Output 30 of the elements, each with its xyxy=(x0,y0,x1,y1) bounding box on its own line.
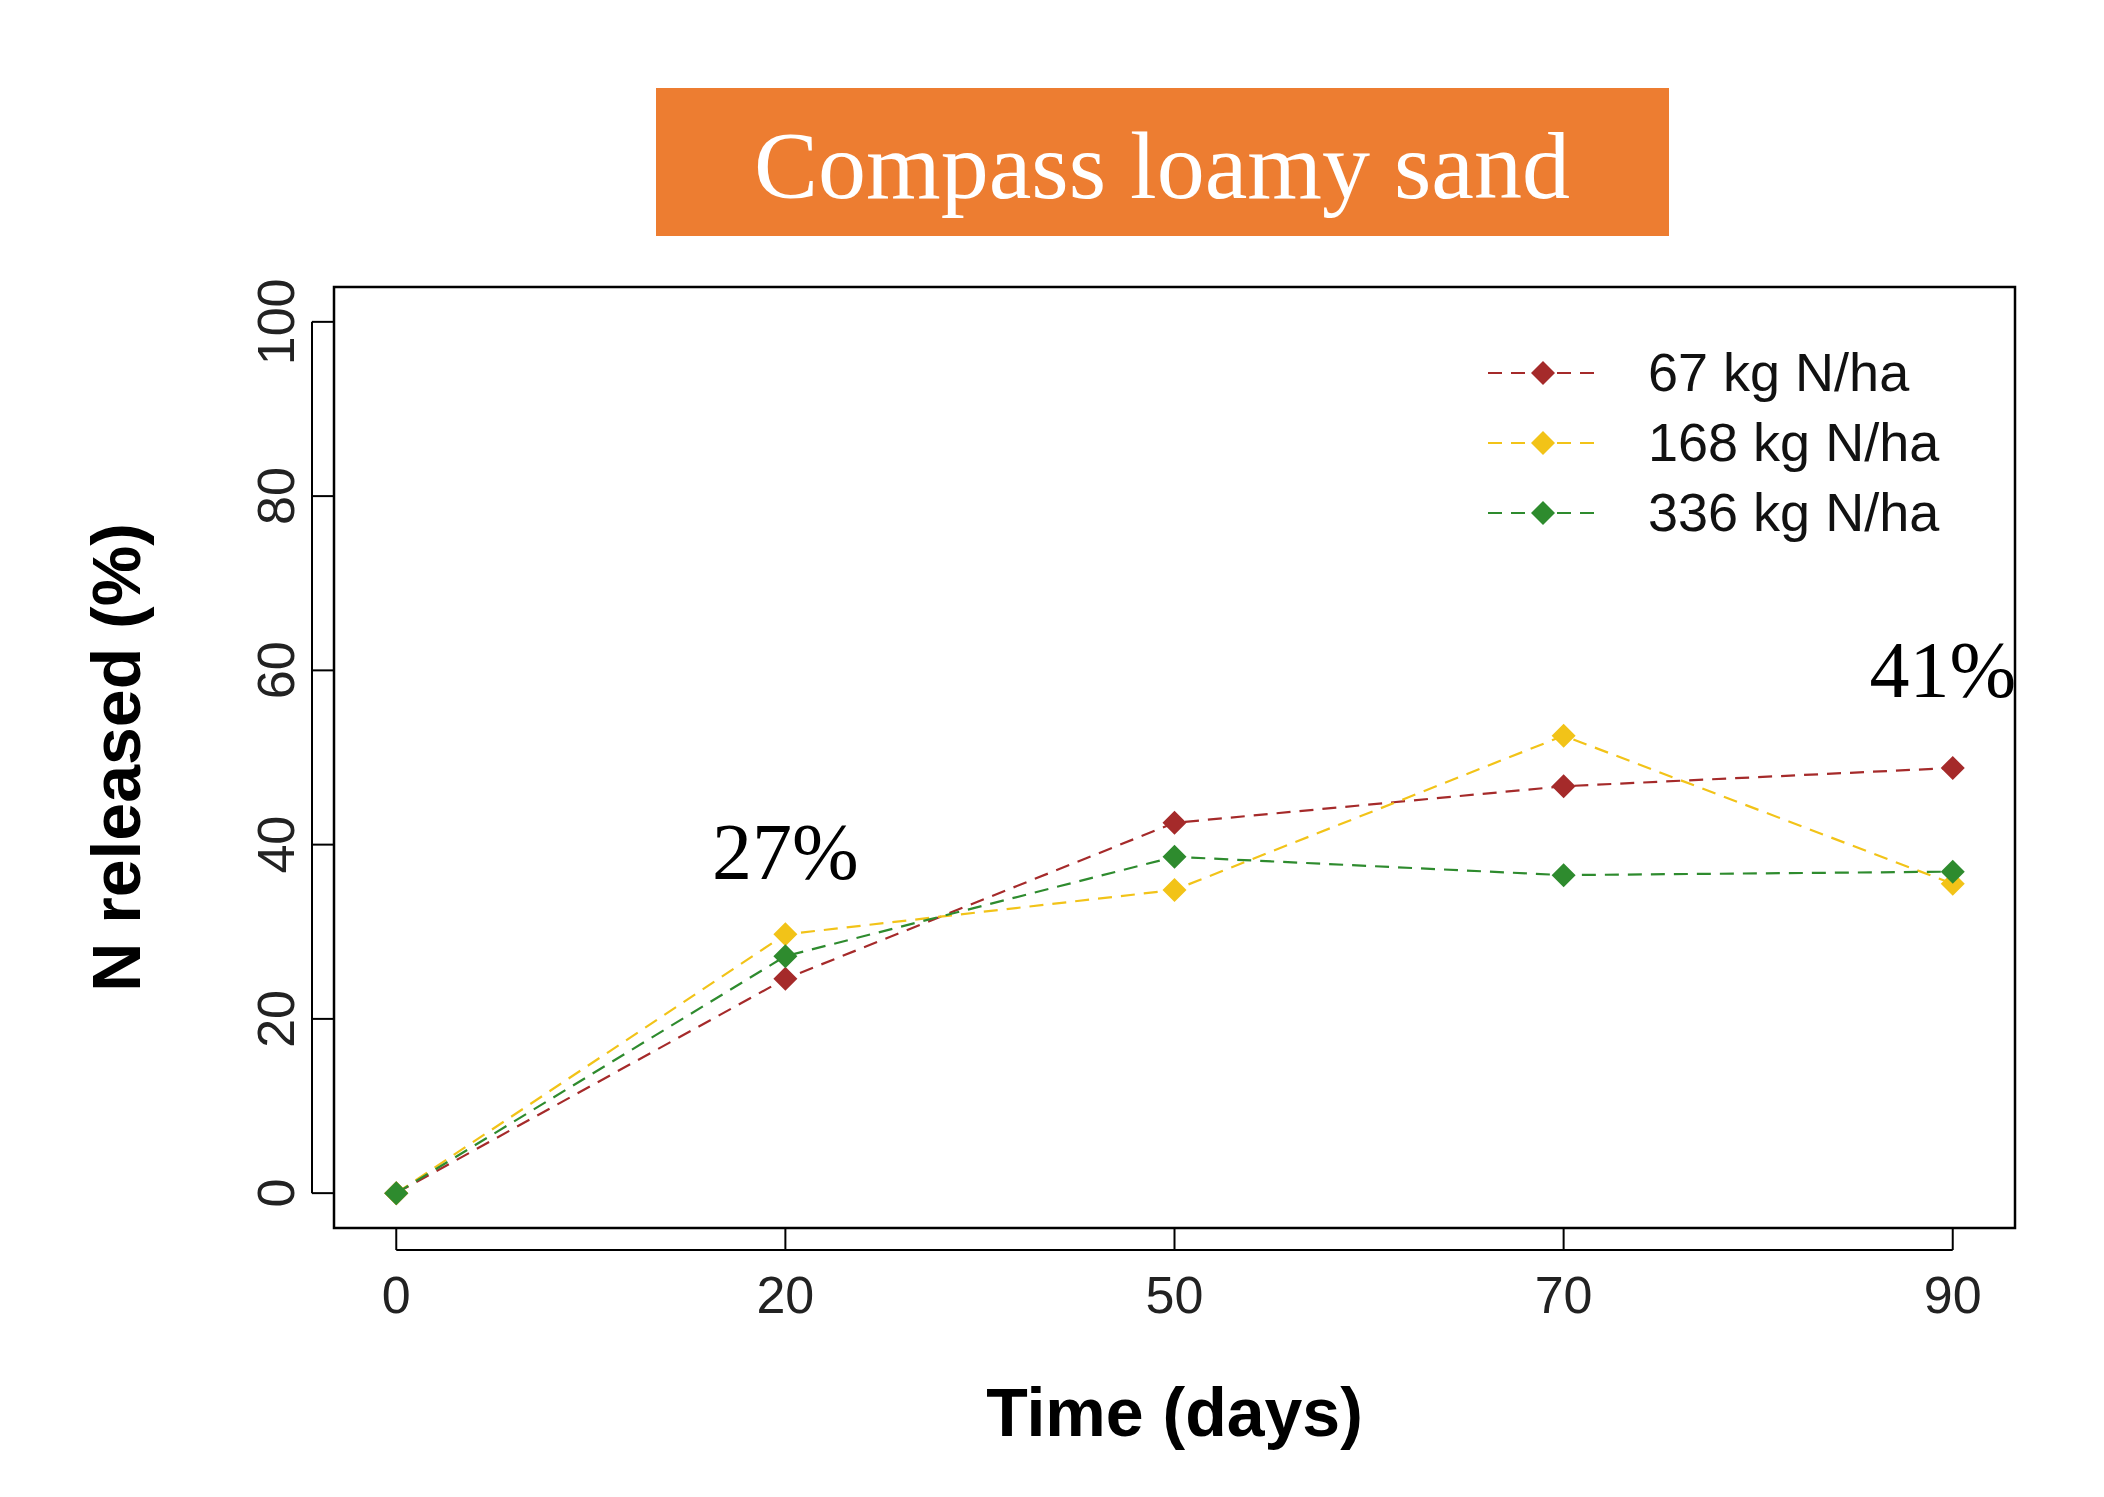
point xyxy=(1551,774,1576,799)
x-tick-label: 50 xyxy=(1145,1266,1204,1324)
y-tick-label: 0 xyxy=(247,1178,305,1208)
x-axis-title: Time (days) xyxy=(986,1374,1363,1450)
point xyxy=(1162,810,1187,835)
point xyxy=(1940,755,1965,780)
y-axis-title: N released (%) xyxy=(78,523,154,992)
annotation: 27% xyxy=(712,808,859,897)
y-tick-label: 20 xyxy=(247,989,305,1048)
point xyxy=(1551,863,1576,888)
y-tick-label: 40 xyxy=(247,815,305,874)
x-tick-label: 20 xyxy=(756,1266,815,1324)
point xyxy=(773,922,798,947)
y-tick-label: 100 xyxy=(247,278,305,366)
x-tick-label: 90 xyxy=(1923,1266,1982,1324)
point xyxy=(1940,859,1965,884)
point xyxy=(1551,723,1576,748)
legend-label: 336 kg N/ha xyxy=(1648,482,1941,542)
x-tick-label: 70 xyxy=(1534,1266,1593,1324)
legend-label: 168 kg N/ha xyxy=(1648,412,1941,472)
annotation: 41% xyxy=(1869,625,2017,714)
point xyxy=(1162,844,1187,869)
x-tick-label: 0 xyxy=(381,1266,411,1324)
point xyxy=(1162,877,1187,902)
y-tick-label: 80 xyxy=(247,467,305,526)
legend-label: 67 kg N/ha xyxy=(1648,342,1911,402)
point xyxy=(773,944,798,969)
point xyxy=(773,966,798,991)
y-tick-label: 60 xyxy=(247,641,305,700)
chart-title: Compass loamy sand xyxy=(754,112,1570,219)
